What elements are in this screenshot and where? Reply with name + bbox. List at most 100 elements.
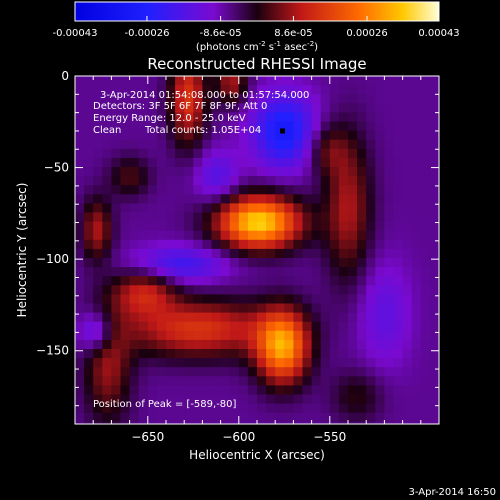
heatmap-cell [402,239,413,250]
heatmap-cell [111,103,122,113]
heatmap-cell [393,176,404,186]
heatmap-cell [366,394,376,405]
heatmap-cell [384,203,395,214]
heatmap-cell [129,194,140,204]
heatmap-cell [75,267,85,277]
heatmap-cell [257,139,267,150]
heatmap-cell [129,148,140,159]
heatmap-cell [338,121,349,132]
heatmap-cell [84,303,94,314]
heatmap-cell [320,230,331,241]
heatmap-cell [311,321,322,332]
heatmap-cell [247,349,258,359]
heatmap-cell [284,212,294,223]
heatmap-cell [102,130,112,141]
heatmap-cell [238,230,249,241]
heatmap-cell [202,358,213,368]
heatmap-cell [93,248,103,259]
heatmap-cell [147,157,158,168]
heatmap-cell [247,421,258,424]
heatmap-cell [357,421,367,424]
heatmap-cell [411,385,422,396]
heatmap-cell [302,403,313,414]
heatmap-cell [329,203,340,214]
heatmap-cell [384,85,395,95]
heatmap-cell [329,421,340,424]
heatmap-cell [138,394,149,405]
heatmap-cell [266,412,276,423]
heatmap-cell [220,376,231,386]
heatmap-cell [384,248,395,259]
heatmap-cell [84,276,94,286]
heatmap-cell [384,258,395,268]
heatmap-cell [275,148,285,159]
heatmap-cell [138,221,149,232]
heatmap-cell [420,367,431,377]
heatmap-cell [238,321,249,332]
heatmap-cell [111,285,122,295]
heatmap-cell [393,367,404,377]
heatmap-cell [147,139,158,150]
heatmap-cell [184,167,194,177]
heatmap-cell [220,112,231,123]
heatmap-cell [257,312,267,323]
heatmap-cell [193,294,203,305]
heatmap-cell [357,139,367,150]
heatmap-cell [257,230,267,241]
heatmap-cell [402,103,413,113]
heatmap-cell [348,339,358,350]
heatmap-cell [238,330,249,341]
heatmap-cell [75,221,85,232]
heatmap-cell [284,385,294,396]
heatmap-cell [311,239,322,250]
heatmap-cell [102,267,112,277]
heatmap-cell [375,239,385,250]
heatmap-cell [166,385,176,396]
heatmap-cell [266,167,276,177]
heatmap-cell [275,248,285,259]
heatmap-cell [129,230,140,241]
heatmap-cell [220,321,231,332]
heatmap-cell [320,367,331,377]
heatmap-cell [384,303,395,314]
heatmap-cell [247,412,258,423]
heatmap-cell [184,148,194,159]
heatmap-cell [275,167,285,177]
heatmap-cell [257,212,267,223]
heatmap-cell [266,130,276,141]
heatmap-cell [302,103,313,113]
heatmap-cell [257,276,267,286]
heatmap-cell [120,312,131,323]
heatmap-cell [120,85,131,95]
heatmap-cell [411,248,422,259]
heatmap-cell [348,403,358,414]
heatmap-cell [284,321,294,332]
heatmap-cell [93,130,103,141]
heatmap-cell [402,230,413,241]
heatmap-cell [411,112,422,123]
heatmap-cell [202,94,213,104]
heatmap-cell [111,303,122,314]
heatmap-cell [211,230,222,241]
heatmap-cell [420,321,431,332]
heatmap-cell [357,157,367,168]
heatmap-cell [393,403,404,414]
heatmap-cell [75,194,85,204]
heatmap-cell [202,103,213,113]
heatmap-cell [184,76,194,86]
heatmap-cell [147,212,158,223]
heatmap-cell [302,121,313,132]
heatmap-cell [357,376,367,386]
heatmap-cell [238,194,249,204]
heatmap-cell [138,267,149,277]
heatmap-cell [357,403,367,414]
heatmap-cell [284,176,294,186]
heatmap-cell [375,285,385,295]
heatmap-cell [75,112,85,123]
heatmap-cell [266,194,276,204]
heatmap-cell [129,239,140,250]
heatmap-cell [129,267,140,277]
heatmap-cell [393,76,404,86]
heatmap-cell [193,267,203,277]
